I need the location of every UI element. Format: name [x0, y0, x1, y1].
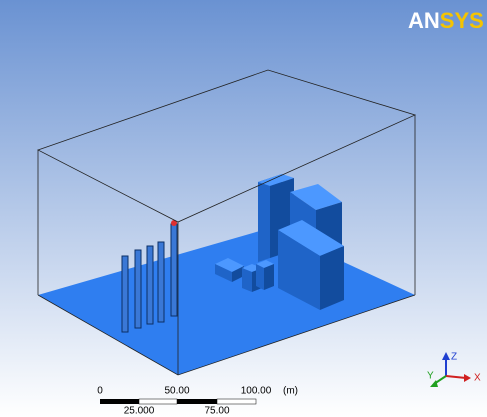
- logo-sys: SYS: [440, 8, 484, 33]
- scale-bar: 0 50.00 100.00 (m) 25.000 75.00: [97, 386, 298, 417]
- scale-label: 100.00: [241, 386, 272, 397]
- axis-z: Z: [451, 352, 457, 363]
- axis-triad: Z X Y: [427, 352, 481, 387]
- logo-an: AN: [408, 8, 440, 33]
- axis-y: Y: [427, 371, 434, 382]
- scale-label: 25.000: [124, 406, 155, 417]
- domain-box: [36, 69, 417, 376]
- scale-label: 50.00: [164, 386, 189, 397]
- scale-unit: (m): [283, 386, 298, 397]
- buildings: [215, 174, 344, 310]
- towers: [121, 220, 178, 333]
- scale-label: 0: [97, 386, 103, 397]
- axis-x: X: [474, 373, 481, 384]
- scale-label: 75.00: [204, 406, 229, 417]
- logo: ANSYS: [408, 8, 484, 33]
